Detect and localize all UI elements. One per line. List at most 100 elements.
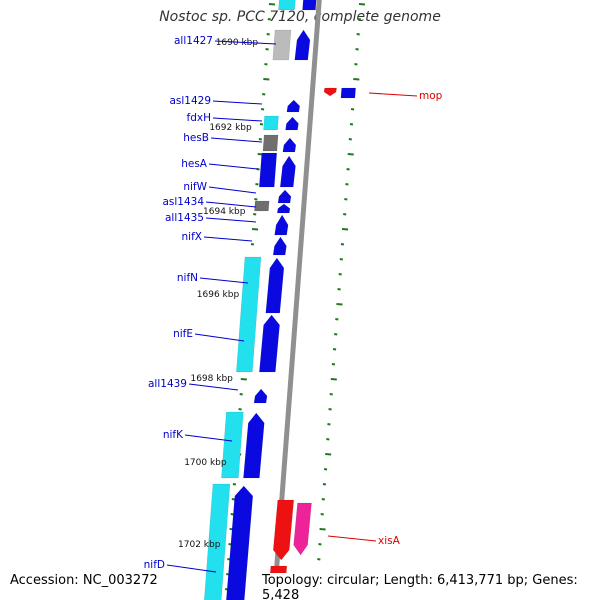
tick-mark [239,393,243,396]
tick-mark [353,78,360,81]
tick-mark [341,228,349,231]
tick-mark [356,33,360,36]
gene-label-connector [212,100,263,105]
tick-mark [329,393,333,396]
tick-mark [348,138,352,141]
scale-label: 1694 kbp [203,207,246,217]
tick-mark [251,228,259,231]
tick-mark [343,213,347,216]
tick-mark [350,108,355,111]
tick-mark [339,258,343,261]
tick-mark [344,198,348,201]
tick-mark [253,213,257,216]
tick-mark [267,18,271,21]
gene-label-xisA: xisA [378,535,401,547]
gene-block-grey [272,29,292,61]
gene-arrow-forward [253,388,268,404]
tick-mark [318,543,322,546]
gene-label-mop: mop [419,90,443,102]
scale-label: 1698 kbp [190,374,233,384]
gene-label-all1435: all1435 [165,212,204,224]
tick-mark [328,408,332,411]
tick-mark [331,363,336,366]
gene-arrow-reverse [293,502,312,556]
gene-arrow-forward [259,314,280,373]
genome-title: Nostoc sp. PCC 7120, complete genome [159,9,441,25]
gene-block-cyan [263,115,279,131]
scale-label: 1690 kbp [216,38,259,48]
gene-label-connector [205,217,257,223]
tick-mark [334,333,338,336]
tick-mark [346,168,350,171]
gene-label-connector [194,333,245,342]
gene-label-connector [188,383,239,391]
gene-label-asl1434: asl1434 [162,196,204,208]
scale-label: 1692 kbp [209,123,252,133]
tick-mark [332,348,337,351]
gene-label-connector [184,434,233,442]
gene-label-connector [368,92,418,97]
tick-mark [255,183,259,186]
tick-mark [330,378,337,381]
gene-label-connector [210,137,263,143]
tick-mark [325,453,332,456]
gene-label-nifW: nifW [183,181,207,193]
tick-mark [326,438,330,441]
tick-mark [321,498,325,501]
gene-label-nifN: nifN [177,272,198,284]
gene-arrow-forward [302,0,317,11]
gene-label-nifK: nifK [163,429,184,441]
tick-mark [260,108,265,111]
tick-mark [231,498,235,501]
gene-arrow-reverse [323,87,337,97]
gene-arrow-reverse [272,499,295,561]
scale-label: 1702 kbp [178,540,221,550]
gene-label-all1427: all1427 [174,35,213,47]
tick-mark [266,33,270,36]
gene-label-nifE: nifE [173,328,193,340]
tick-mark [258,138,262,141]
tick-mark [347,153,354,156]
gene-label-nifD: nifD [144,559,165,571]
tick-mark [250,243,255,246]
gene-arrow-forward [265,257,285,314]
gene-label-hesA: hesA [181,158,208,170]
topology-text: Topology: circular; Length: 6,413,771 bp… [260,573,600,600]
gene-block-cyan [236,256,262,373]
gene-arrow-forward [243,412,265,479]
tick-mark [317,558,321,561]
gene-label-connector [205,201,257,208]
gene-label-nifX: nifX [182,231,202,243]
tick-mark [336,303,343,306]
tick-mark [232,483,237,486]
gene-arrow-forward [282,137,297,153]
gene-arrow-forward [226,485,254,600]
tick-mark [262,93,266,96]
tick-mark [349,123,354,126]
tick-mark [240,378,247,381]
tick-mark [238,408,242,411]
tick-mark [322,483,327,486]
tick-mark [264,63,268,66]
gene-arrow-forward [294,29,311,61]
tick-mark [354,63,358,66]
gene-arrow-forward [276,203,291,214]
gene-label-connector [208,186,257,194]
tick-mark [345,183,349,186]
gene-block-cyan [221,411,244,479]
gene-block-grey [262,134,279,152]
tick-mark [263,78,270,81]
tick-mark [323,468,328,471]
tick-mark [268,3,276,6]
gene-block-cyan [278,0,296,11]
gene-label-connector [212,117,263,122]
tick-mark [265,48,269,51]
tick-mark [230,513,234,516]
gene-label-connector [327,535,377,542]
gene-label-connector [214,40,277,45]
gene-arrow-forward [279,155,296,188]
gene-label-connector [166,564,217,573]
tick-mark [357,18,361,21]
